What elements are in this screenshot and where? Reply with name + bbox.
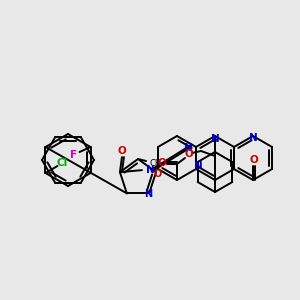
- Text: N: N: [194, 161, 202, 171]
- Text: N: N: [144, 189, 152, 200]
- Text: O: O: [184, 149, 194, 159]
- Text: O: O: [158, 158, 166, 168]
- Text: N: N: [146, 165, 154, 175]
- Text: O: O: [250, 155, 258, 165]
- Text: N: N: [184, 143, 192, 153]
- Text: Cl: Cl: [57, 158, 68, 168]
- Text: O: O: [154, 169, 162, 179]
- Text: N: N: [249, 133, 257, 143]
- Text: F: F: [70, 150, 77, 160]
- Text: O: O: [118, 146, 126, 156]
- Text: CH₃: CH₃: [149, 160, 165, 169]
- Text: N: N: [211, 134, 219, 144]
